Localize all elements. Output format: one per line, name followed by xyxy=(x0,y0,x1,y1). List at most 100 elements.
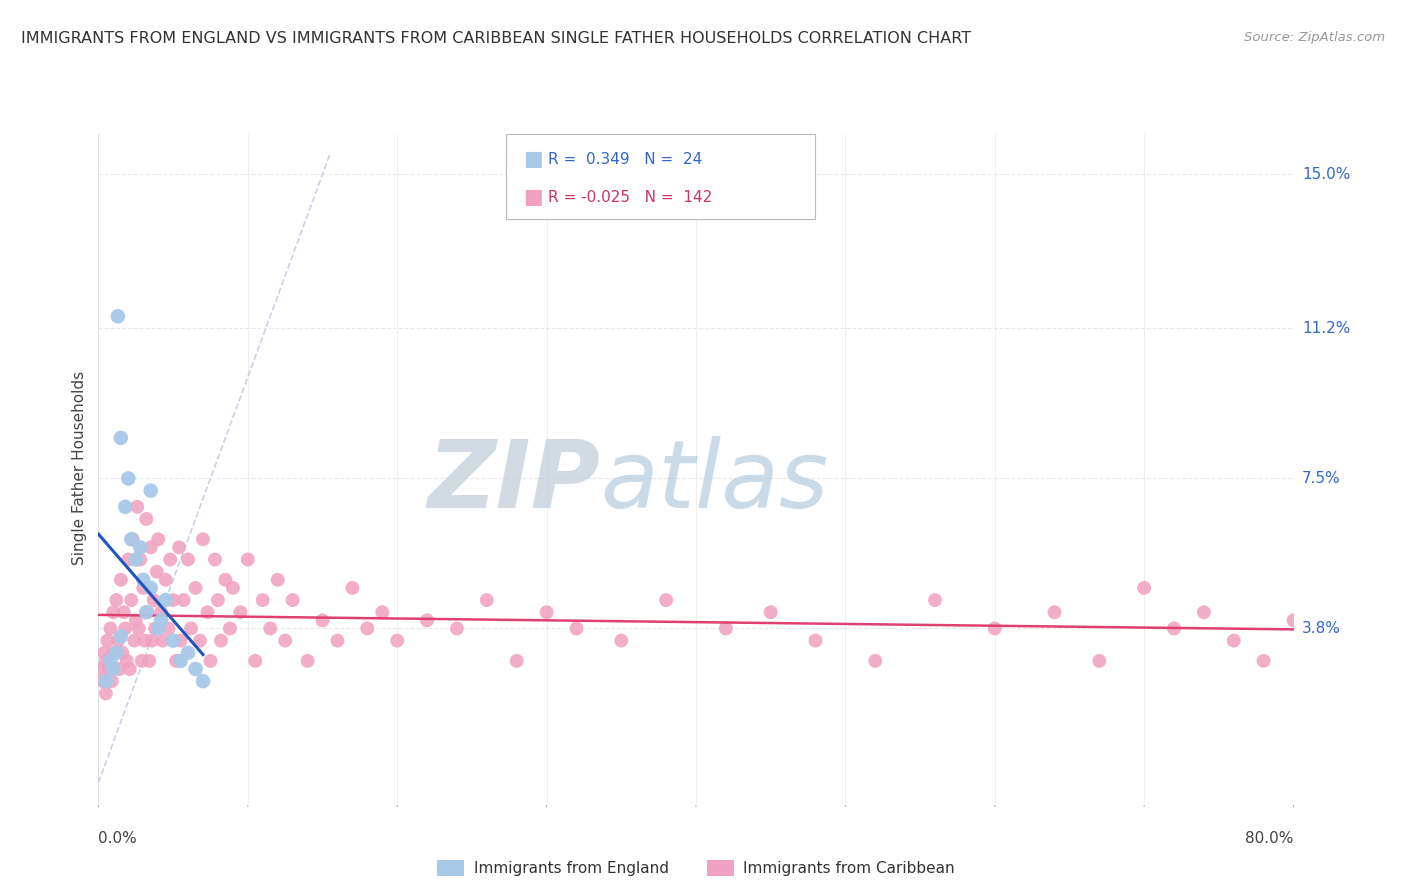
Point xyxy=(114,500,136,514)
Text: ■: ■ xyxy=(523,187,543,207)
Point xyxy=(131,654,153,668)
Point xyxy=(120,593,142,607)
Point xyxy=(155,593,177,607)
Point xyxy=(184,581,207,595)
Point xyxy=(110,573,132,587)
Point xyxy=(91,674,114,689)
Point xyxy=(446,622,468,636)
Point xyxy=(139,483,162,498)
Point xyxy=(114,622,136,636)
Point xyxy=(169,633,191,648)
Point xyxy=(342,581,364,595)
Text: Source: ZipAtlas.com: Source: ZipAtlas.com xyxy=(1244,31,1385,45)
Text: atlas: atlas xyxy=(600,436,828,527)
Text: 11.2%: 11.2% xyxy=(1302,321,1350,336)
Point xyxy=(121,533,143,547)
Point xyxy=(98,622,122,636)
Point xyxy=(105,646,128,660)
Point xyxy=(124,633,146,648)
Point xyxy=(135,605,157,619)
Point xyxy=(141,633,163,648)
Point xyxy=(127,500,149,514)
Text: R = -0.025   N =  142: R = -0.025 N = 142 xyxy=(548,190,713,205)
Point xyxy=(152,633,174,648)
Point xyxy=(475,593,498,607)
Point xyxy=(297,654,319,668)
Point xyxy=(155,573,177,587)
Point xyxy=(145,565,167,579)
Point xyxy=(96,633,118,648)
Point xyxy=(150,605,173,619)
Point xyxy=(105,593,128,607)
Text: 7.5%: 7.5% xyxy=(1302,471,1340,486)
Text: IMMIGRANTS FROM ENGLAND VS IMMIGRANTS FROM CARIBBEAN SINGLE FATHER HOUSEHOLDS CO: IMMIGRANTS FROM ENGLAND VS IMMIGRANTS FR… xyxy=(21,31,972,46)
Point xyxy=(173,593,195,607)
Point xyxy=(94,674,117,689)
Point xyxy=(97,662,120,676)
Point xyxy=(1223,633,1246,648)
Point xyxy=(103,646,125,660)
Point xyxy=(180,622,202,636)
Point xyxy=(136,605,159,619)
Point xyxy=(177,646,200,660)
Point xyxy=(128,622,150,636)
Point xyxy=(157,622,180,636)
Point xyxy=(191,674,214,689)
Point xyxy=(371,605,394,619)
Point xyxy=(804,633,827,648)
Point xyxy=(385,633,409,648)
Point xyxy=(108,662,131,676)
Point xyxy=(165,654,187,668)
Point xyxy=(162,633,184,648)
Point xyxy=(1043,605,1066,619)
Point xyxy=(191,533,214,547)
Point xyxy=(200,654,222,668)
Point xyxy=(204,552,226,566)
Point xyxy=(229,605,252,619)
Point xyxy=(159,552,181,566)
Point xyxy=(138,654,160,668)
Legend: Immigrants from England, Immigrants from Caribbean: Immigrants from England, Immigrants from… xyxy=(430,854,962,882)
Point xyxy=(207,593,229,607)
Point xyxy=(93,646,115,660)
Point xyxy=(101,674,124,689)
Text: ■: ■ xyxy=(523,149,543,169)
Point xyxy=(139,581,162,595)
Point xyxy=(111,646,134,660)
Point xyxy=(148,622,170,636)
Point xyxy=(129,541,152,555)
Point xyxy=(1282,613,1305,627)
Point xyxy=(115,654,138,668)
Point xyxy=(129,552,152,566)
Point xyxy=(565,622,588,636)
Point xyxy=(197,605,219,619)
Point xyxy=(1163,622,1185,636)
Point xyxy=(118,662,141,676)
Text: R =  0.349   N =  24: R = 0.349 N = 24 xyxy=(548,152,703,167)
Point xyxy=(103,662,125,676)
Text: 80.0%: 80.0% xyxy=(1246,830,1294,846)
Point xyxy=(245,654,267,668)
Point xyxy=(1133,581,1156,595)
Point xyxy=(536,605,558,619)
Point xyxy=(169,654,191,668)
Point xyxy=(219,622,242,636)
Point xyxy=(356,622,378,636)
Point xyxy=(134,633,156,648)
Text: ZIP: ZIP xyxy=(427,435,600,528)
Point xyxy=(139,541,162,555)
Point xyxy=(110,431,132,445)
Point xyxy=(655,593,678,607)
Point xyxy=(610,633,633,648)
Point xyxy=(117,471,139,485)
Point xyxy=(142,593,165,607)
Point xyxy=(98,654,122,668)
Point xyxy=(125,613,148,627)
Point xyxy=(714,622,737,636)
Point xyxy=(274,633,297,648)
Point xyxy=(983,622,1005,636)
Point xyxy=(236,552,259,566)
Point xyxy=(103,605,125,619)
Point xyxy=(148,533,170,547)
Point xyxy=(1253,654,1275,668)
